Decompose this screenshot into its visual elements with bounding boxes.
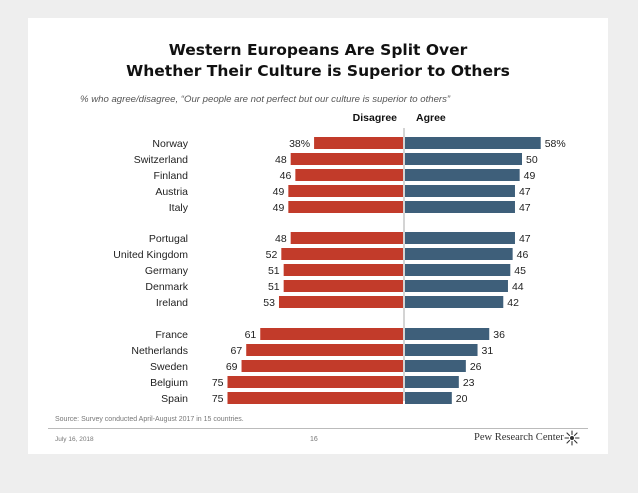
disagree-bar	[283, 280, 403, 292]
agree-value-label: 58%	[545, 138, 566, 150]
disagree-bar	[246, 344, 403, 356]
country-label: Finland	[154, 170, 189, 182]
agree-value-label: 20	[456, 393, 468, 405]
agree-value-label: 47	[519, 202, 531, 214]
agree-bar	[405, 344, 478, 356]
disagree-value-label: 75	[212, 377, 224, 389]
page-number: 16	[310, 436, 318, 443]
agree-value-label: 47	[519, 186, 531, 198]
agree-value-label: 46	[517, 249, 529, 261]
agree-bar	[405, 264, 511, 276]
agree-bar	[405, 169, 520, 181]
title-line-1: Western Europeans Are Split Over	[168, 41, 468, 59]
agree-value-label: 45	[514, 265, 526, 277]
agree-bar	[405, 392, 452, 404]
agree-bar	[405, 296, 504, 308]
country-label: Austria	[155, 186, 188, 198]
disagree-value-label: 67	[231, 345, 243, 357]
country-label: Sweden	[150, 361, 188, 373]
disagree-value-label: 75	[212, 393, 224, 405]
agree-value-label: 47	[519, 233, 531, 245]
country-label: Denmark	[145, 281, 188, 293]
disagree-value-label: 48	[275, 233, 287, 245]
disagree-value-label: 49	[273, 202, 285, 214]
disagree-value-label: 51	[268, 265, 280, 277]
disagree-bar	[227, 392, 403, 404]
disagree-bar	[281, 248, 403, 260]
agree-bar	[405, 137, 541, 149]
disagree-bar	[290, 232, 403, 244]
disagree-value-label: 51	[268, 281, 280, 293]
country-label: Ireland	[156, 297, 188, 309]
country-label: United Kingdom	[113, 249, 188, 261]
footer-date: July 16, 2018	[55, 436, 94, 443]
agree-bar	[405, 376, 459, 388]
agree-bar	[405, 201, 515, 213]
agree-bar	[405, 360, 466, 372]
agree-bar	[405, 185, 515, 197]
disagree-bar	[283, 264, 403, 276]
disagree-value-label: 38%	[289, 138, 310, 150]
disagree-value-label: 48	[275, 154, 287, 166]
country-label: Germany	[145, 265, 189, 277]
disagree-value-label: 46	[280, 170, 292, 182]
disagree-bar	[227, 376, 403, 388]
footer-divider	[48, 428, 588, 429]
agree-value-label: 23	[463, 377, 475, 389]
country-label: Italy	[169, 202, 189, 214]
disagree-bar	[290, 153, 403, 165]
disagree-bar	[278, 296, 403, 308]
brand-name: Pew Research Center	[474, 432, 564, 443]
legend-disagree: Disagree	[353, 112, 398, 124]
disagree-bar	[260, 328, 403, 340]
disagree-bar	[288, 201, 403, 213]
disagree-bar	[288, 185, 403, 197]
diverging-bar-chart: Disagree Agree Norway 38% 58% Switzerland 48 50…	[113, 112, 566, 405]
disagree-value-label: 53	[263, 297, 275, 309]
chart-subtitle: % who agree/disagree, “Our people are no…	[80, 94, 451, 105]
country-label: Spain	[161, 393, 188, 405]
country-label: Belgium	[150, 377, 188, 389]
country-label: Portugal	[149, 233, 188, 245]
source-note: Source: Survey conducted April-August 20…	[55, 416, 244, 423]
country-label: Norway	[152, 138, 188, 150]
agree-bar	[405, 328, 490, 340]
country-label: Netherlands	[131, 345, 188, 357]
country-label: Switzerland	[134, 154, 188, 166]
slide: Western Europeans Are Split Over Whether…	[28, 18, 608, 454]
disagree-value-label: 49	[273, 186, 285, 198]
agree-value-label: 36	[493, 329, 505, 341]
agree-value-label: 44	[512, 281, 524, 293]
disagree-bar	[295, 169, 403, 181]
legend-agree: Agree	[416, 112, 446, 124]
agree-value-label: 26	[470, 361, 482, 373]
disagree-bar	[314, 137, 403, 149]
disagree-bar	[241, 360, 403, 372]
disagree-value-label: 69	[226, 361, 238, 373]
pew-logo-icon	[564, 430, 580, 446]
country-label: France	[155, 329, 188, 341]
disagree-value-label: 52	[266, 249, 278, 261]
agree-value-label: 50	[526, 154, 538, 166]
agree-bar	[405, 248, 513, 260]
agree-bar	[405, 280, 508, 292]
title-line-2: Whether Their Culture is Superior to Oth…	[126, 62, 510, 80]
chart-title: Western Europeans Are Split Over Whether…	[28, 40, 608, 82]
agree-value-label: 31	[482, 345, 494, 357]
disagree-value-label: 61	[245, 329, 257, 341]
agree-bar	[405, 153, 522, 165]
agree-value-label: 42	[507, 297, 519, 309]
agree-bar	[405, 232, 515, 244]
agree-value-label: 49	[524, 170, 536, 182]
